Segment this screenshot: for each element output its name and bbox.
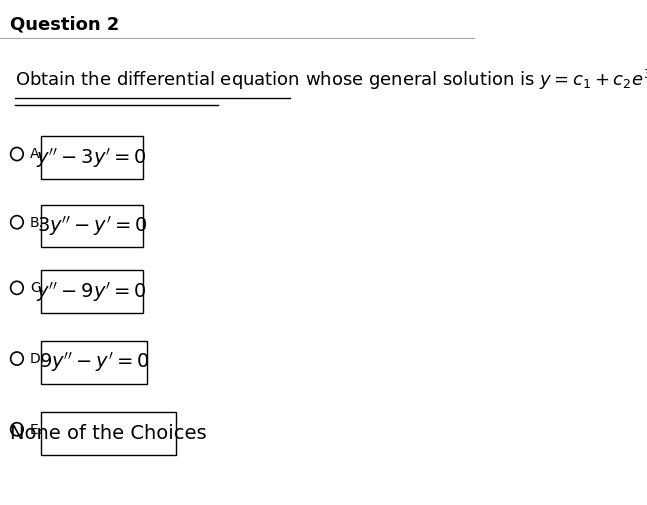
Text: $y'' - 3y' = 0$: $y'' - 3y' = 0$	[36, 146, 148, 170]
Text: B.: B.	[30, 216, 44, 230]
FancyBboxPatch shape	[41, 412, 177, 454]
Text: A.: A.	[30, 147, 43, 162]
FancyBboxPatch shape	[41, 136, 142, 179]
Text: $y'' - 9y' = 0$: $y'' - 9y' = 0$	[36, 280, 148, 304]
FancyBboxPatch shape	[41, 205, 142, 247]
Text: E.: E.	[30, 423, 43, 437]
Text: D.: D.	[30, 352, 45, 366]
Text: Obtain the differential equation whose general solution is $y = c_1 + c_2e^{3x}$: Obtain the differential equation whose g…	[14, 68, 647, 92]
Text: C.: C.	[30, 281, 44, 295]
Text: Question 2: Question 2	[10, 15, 119, 33]
Text: $9y'' - y' = 0$: $9y'' - y' = 0$	[39, 350, 149, 374]
Text: None of the Choices: None of the Choices	[10, 424, 207, 442]
Text: $3y'' - y' = 0$: $3y'' - y' = 0$	[37, 214, 147, 238]
FancyBboxPatch shape	[41, 270, 142, 313]
FancyBboxPatch shape	[41, 341, 148, 384]
